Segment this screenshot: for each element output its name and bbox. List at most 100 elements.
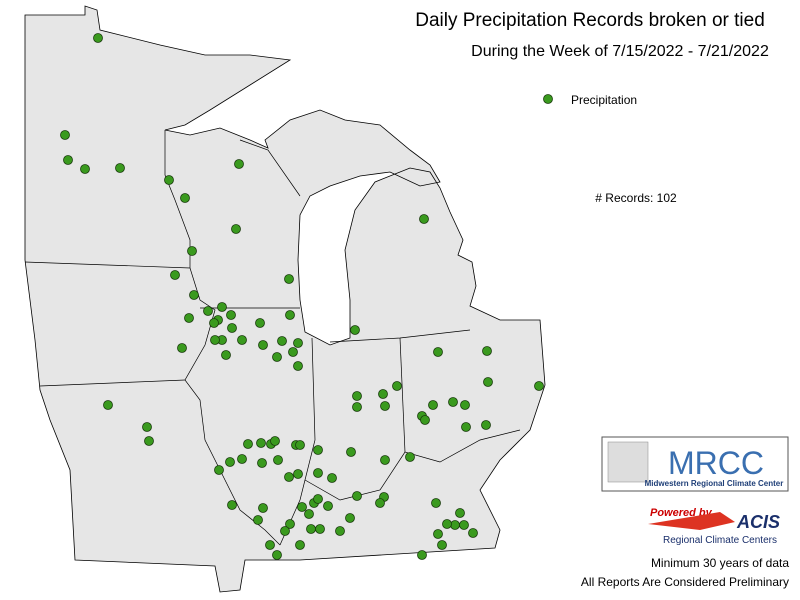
record-point <box>431 498 441 508</box>
legend-marker <box>543 94 553 104</box>
record-point <box>419 214 429 224</box>
record-point <box>253 515 263 525</box>
record-point <box>450 520 460 530</box>
record-point <box>189 290 199 300</box>
record-count: # Records: 102 <box>595 191 677 205</box>
record-point <box>210 335 220 345</box>
record-point <box>380 455 390 465</box>
record-point <box>284 472 294 482</box>
record-point <box>448 397 458 407</box>
record-point <box>256 438 266 448</box>
record-point <box>455 508 465 518</box>
state-line <box>304 429 521 501</box>
logo-full-name: Midwestern Regional Climate Center <box>645 479 784 488</box>
record-point <box>142 422 152 432</box>
record-point <box>295 440 305 450</box>
record-point <box>346 447 356 457</box>
record-point <box>227 500 237 510</box>
record-point <box>93 33 103 43</box>
acis-swoosh <box>648 512 735 530</box>
state-line <box>24 130 191 269</box>
record-point <box>187 246 197 256</box>
record-point <box>180 193 190 203</box>
record-point <box>378 389 388 399</box>
record-point <box>481 420 491 430</box>
record-point <box>392 381 402 391</box>
record-point <box>315 524 325 534</box>
record-point <box>265 540 275 550</box>
mrcc-logo: MRCC Midwestern Regional Climate Center <box>601 436 789 492</box>
region <box>24 5 546 593</box>
record-point <box>209 318 219 328</box>
record-point <box>380 401 390 411</box>
record-point <box>461 422 471 432</box>
title: Daily Precipitation Records broken or ti… <box>415 10 765 31</box>
record-point <box>214 465 224 475</box>
record-point <box>280 526 290 536</box>
record-point <box>217 302 227 312</box>
state-line <box>399 337 406 453</box>
record-point <box>272 550 282 560</box>
note: Minimum 30 years of data <box>651 556 789 570</box>
record-point <box>60 130 70 140</box>
record-point <box>227 323 237 333</box>
record-point <box>184 313 194 323</box>
record-point <box>327 473 337 483</box>
legend-label: Precipitation <box>571 93 637 107</box>
record-point <box>231 224 241 234</box>
acis-name: ACIS <box>736 512 780 532</box>
logo-map <box>607 441 649 483</box>
record-point <box>352 402 362 412</box>
record-point <box>103 400 113 410</box>
record-point <box>285 519 295 529</box>
note: All Reports Are Considered Preliminary <box>581 575 789 589</box>
record-point <box>272 352 282 362</box>
record-point <box>221 350 231 360</box>
record-point <box>437 540 447 550</box>
record-point <box>284 274 294 284</box>
logo-name: MRCC <box>668 445 764 481</box>
record-point <box>323 501 333 511</box>
record-point <box>350 325 360 335</box>
record-point <box>243 439 253 449</box>
record-point <box>460 400 470 410</box>
record-point <box>420 415 430 425</box>
record-point <box>277 336 287 346</box>
record-point <box>270 436 280 446</box>
record-point <box>352 491 362 501</box>
state-line <box>39 379 186 387</box>
record-point <box>257 458 267 468</box>
record-point <box>468 528 478 538</box>
record-point <box>405 452 415 462</box>
record-point <box>255 318 265 328</box>
record-point <box>225 457 235 467</box>
record-point <box>306 524 316 534</box>
record-point <box>482 346 492 356</box>
state-line <box>239 139 301 197</box>
record-point <box>237 335 247 345</box>
record-point <box>352 391 362 401</box>
acis-logo: Powered by ACIS Regional Climate Centers <box>648 507 780 546</box>
record-point <box>234 159 244 169</box>
record-point <box>273 455 283 465</box>
record-point <box>226 310 236 320</box>
record-point <box>170 270 180 280</box>
record-point <box>293 361 303 371</box>
acis-full-name: Regional Climate Centers <box>663 535 777 546</box>
record-point <box>433 529 443 539</box>
record-point <box>237 454 247 464</box>
record-point <box>288 347 298 357</box>
record-point <box>293 469 303 479</box>
record-point <box>534 381 544 391</box>
map <box>24 5 546 593</box>
record-point <box>203 306 213 316</box>
record-point <box>258 340 268 350</box>
record-points <box>60 33 544 560</box>
record-point <box>483 377 493 387</box>
subtitle: During the Week of 7/15/2022 - 7/21/2022 <box>471 43 769 60</box>
record-point <box>295 540 305 550</box>
record-point <box>433 347 443 357</box>
record-point <box>80 164 90 174</box>
record-point <box>258 503 268 513</box>
